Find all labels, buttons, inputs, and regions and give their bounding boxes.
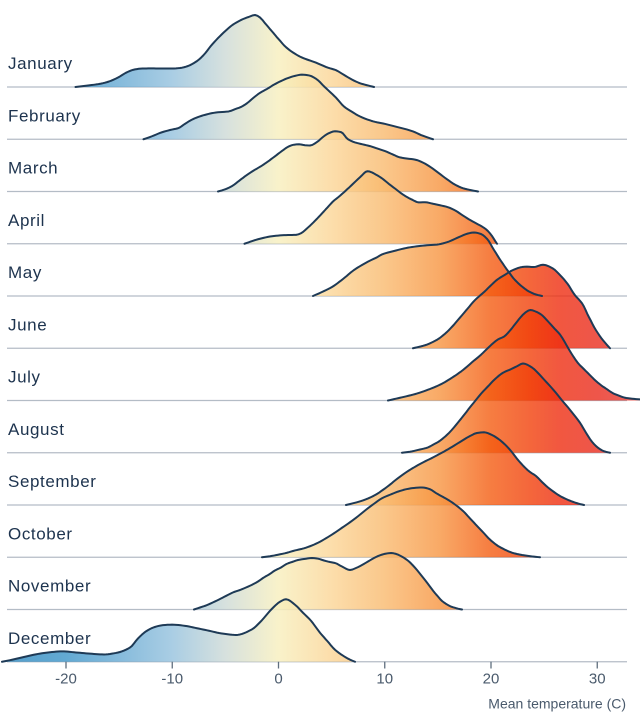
svg-text:June: June	[8, 315, 47, 334]
svg-text:May: May	[8, 263, 42, 282]
svg-text:July: July	[8, 368, 41, 387]
svg-text:30: 30	[589, 671, 606, 688]
svg-text:-20: -20	[55, 671, 77, 688]
svg-text:April: April	[8, 211, 45, 230]
svg-text:September: September	[8, 472, 97, 491]
svg-text:August: August	[8, 420, 65, 439]
svg-text:November: November	[8, 577, 91, 596]
svg-text:10: 10	[376, 671, 393, 688]
svg-text:0: 0	[274, 671, 282, 688]
svg-text:Mean temperature (C): Mean temperature (C)	[488, 696, 626, 712]
svg-text:October: October	[8, 524, 73, 543]
svg-text:January: January	[8, 54, 73, 73]
svg-text:December: December	[8, 629, 91, 648]
svg-text:20: 20	[483, 671, 500, 688]
svg-text:March: March	[8, 159, 58, 178]
svg-text:February: February	[8, 106, 81, 125]
svg-text:-10: -10	[161, 671, 183, 688]
